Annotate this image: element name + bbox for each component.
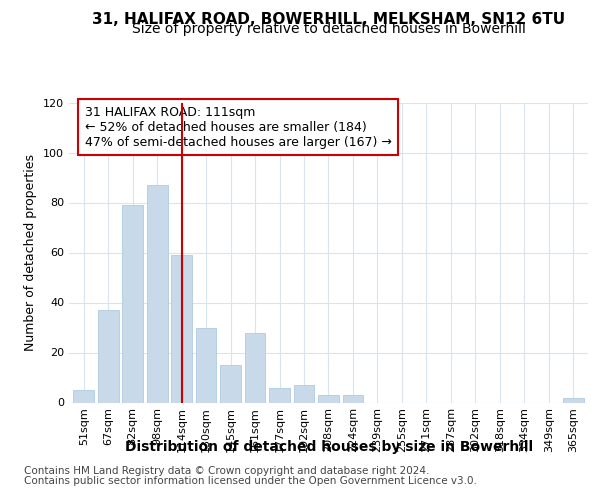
Bar <box>318 395 339 402</box>
Text: 31 HALIFAX ROAD: 111sqm
← 52% of detached houses are smaller (184)
47% of semi-d: 31 HALIFAX ROAD: 111sqm ← 52% of detache… <box>85 106 391 148</box>
Text: Contains HM Land Registry data © Crown copyright and database right 2024.: Contains HM Land Registry data © Crown c… <box>24 466 430 476</box>
Bar <box>245 332 265 402</box>
Bar <box>220 365 241 403</box>
Bar <box>147 185 167 402</box>
Text: Size of property relative to detached houses in Bowerhill: Size of property relative to detached ho… <box>132 22 526 36</box>
Bar <box>196 328 217 402</box>
Bar <box>73 390 94 402</box>
Bar <box>171 255 192 402</box>
Text: Contains public sector information licensed under the Open Government Licence v3: Contains public sector information licen… <box>24 476 477 486</box>
Bar <box>269 388 290 402</box>
Bar <box>343 395 364 402</box>
Text: 31, HALIFAX ROAD, BOWERHILL, MELKSHAM, SN12 6TU: 31, HALIFAX ROAD, BOWERHILL, MELKSHAM, S… <box>92 12 565 28</box>
Bar <box>563 398 584 402</box>
Bar <box>122 205 143 402</box>
Bar <box>98 310 119 402</box>
Y-axis label: Number of detached properties: Number of detached properties <box>25 154 37 351</box>
Text: Distribution of detached houses by size in Bowerhill: Distribution of detached houses by size … <box>125 440 533 454</box>
Bar <box>293 385 314 402</box>
